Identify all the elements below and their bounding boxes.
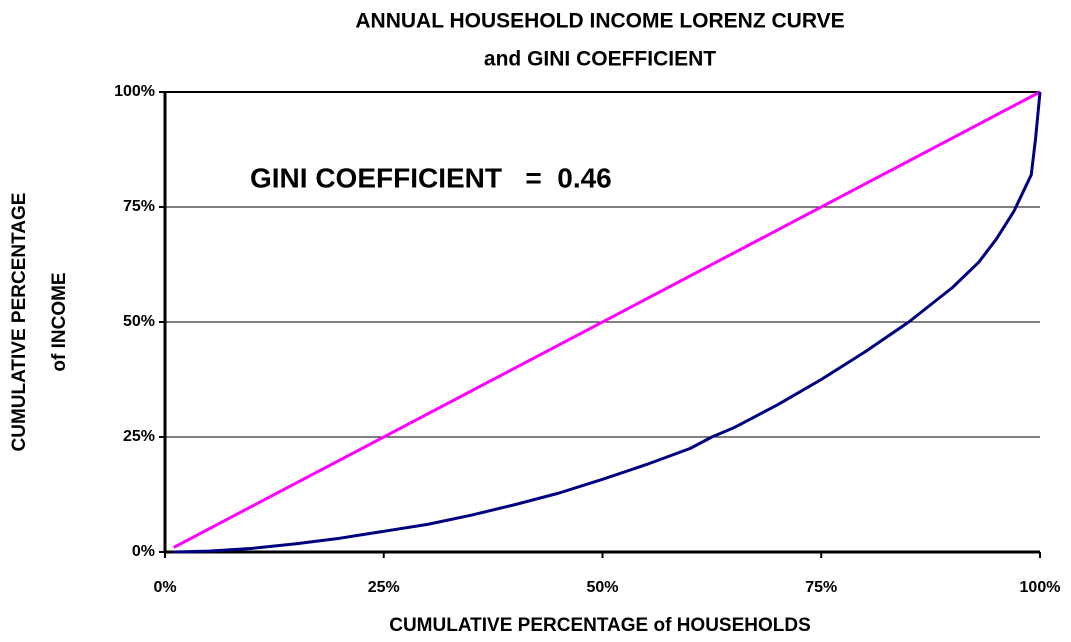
chart-title: ANNUAL HOUSEHOLD INCOME LORENZ CURVE — [355, 10, 844, 33]
x-axis-title: CUMULATIVE PERCENTAGE of HOUSEHOLDS — [389, 615, 811, 636]
y-tick-label: 50% — [123, 313, 155, 330]
x-tick-label: 0% — [153, 579, 176, 596]
x-tick-label: 75% — [805, 579, 837, 596]
annotation: GINI COEFFICIENT = 0.46 — [250, 162, 612, 193]
line-series — [173, 90, 1041, 549]
x-tick-label: 50% — [586, 579, 618, 596]
y-tick-label: 100% — [114, 83, 155, 100]
x-tick-label: 100% — [1020, 579, 1061, 596]
chart-title: and GINI COEFFICIENT — [484, 48, 716, 71]
x-tick-label: 25% — [368, 579, 400, 596]
line-series — [173, 91, 1042, 554]
y-tick-label: 0% — [132, 543, 155, 560]
y-tick-label: 25% — [123, 428, 155, 445]
y-tick-label: 75% — [123, 198, 155, 215]
y-axis-title: of INCOME — [49, 272, 70, 371]
y-axis-title: CUMULATIVE PERCENTAGE — [9, 193, 30, 452]
